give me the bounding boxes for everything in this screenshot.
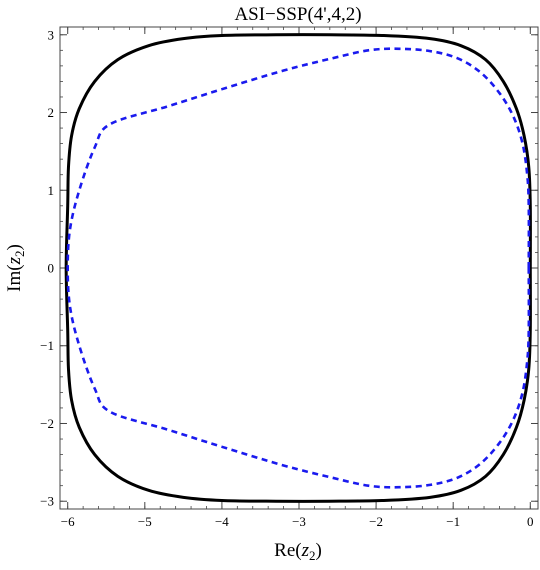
y-tick-label: −2	[40, 416, 54, 431]
series-layer	[64, 33, 532, 503]
x-axis-label: Re(z2)	[274, 540, 322, 563]
plot-frame	[59, 26, 539, 510]
solid-stability-curve	[64, 33, 532, 503]
x-tick-label: −2	[369, 514, 383, 529]
y-tick-label: 1	[48, 183, 55, 198]
y-tick-label: 2	[48, 105, 55, 120]
y-tick-label: 0	[48, 261, 55, 276]
plot-border	[59, 26, 539, 510]
x-tick-label: −6	[61, 514, 75, 529]
x-tick-label: −4	[215, 514, 229, 529]
chart-title: ASI−SSP(4',4,2)	[234, 4, 361, 25]
y-axis-label: Im(z2)	[4, 244, 27, 292]
axis-ticks: −6 −5 −4 −3 −2 −1 0 −3 −2 −1 0 1 2 3	[40, 27, 538, 529]
y-tick-label: 3	[48, 27, 55, 42]
x-tick-label: −5	[138, 514, 152, 529]
dashed-stability-curve	[66, 47, 531, 489]
y-tick-label: −1	[40, 338, 54, 353]
y-tick-label: −3	[40, 494, 54, 509]
x-tick-label: −1	[446, 514, 460, 529]
x-tick-label: −3	[292, 514, 306, 529]
x-tick-label: 0	[527, 514, 534, 529]
